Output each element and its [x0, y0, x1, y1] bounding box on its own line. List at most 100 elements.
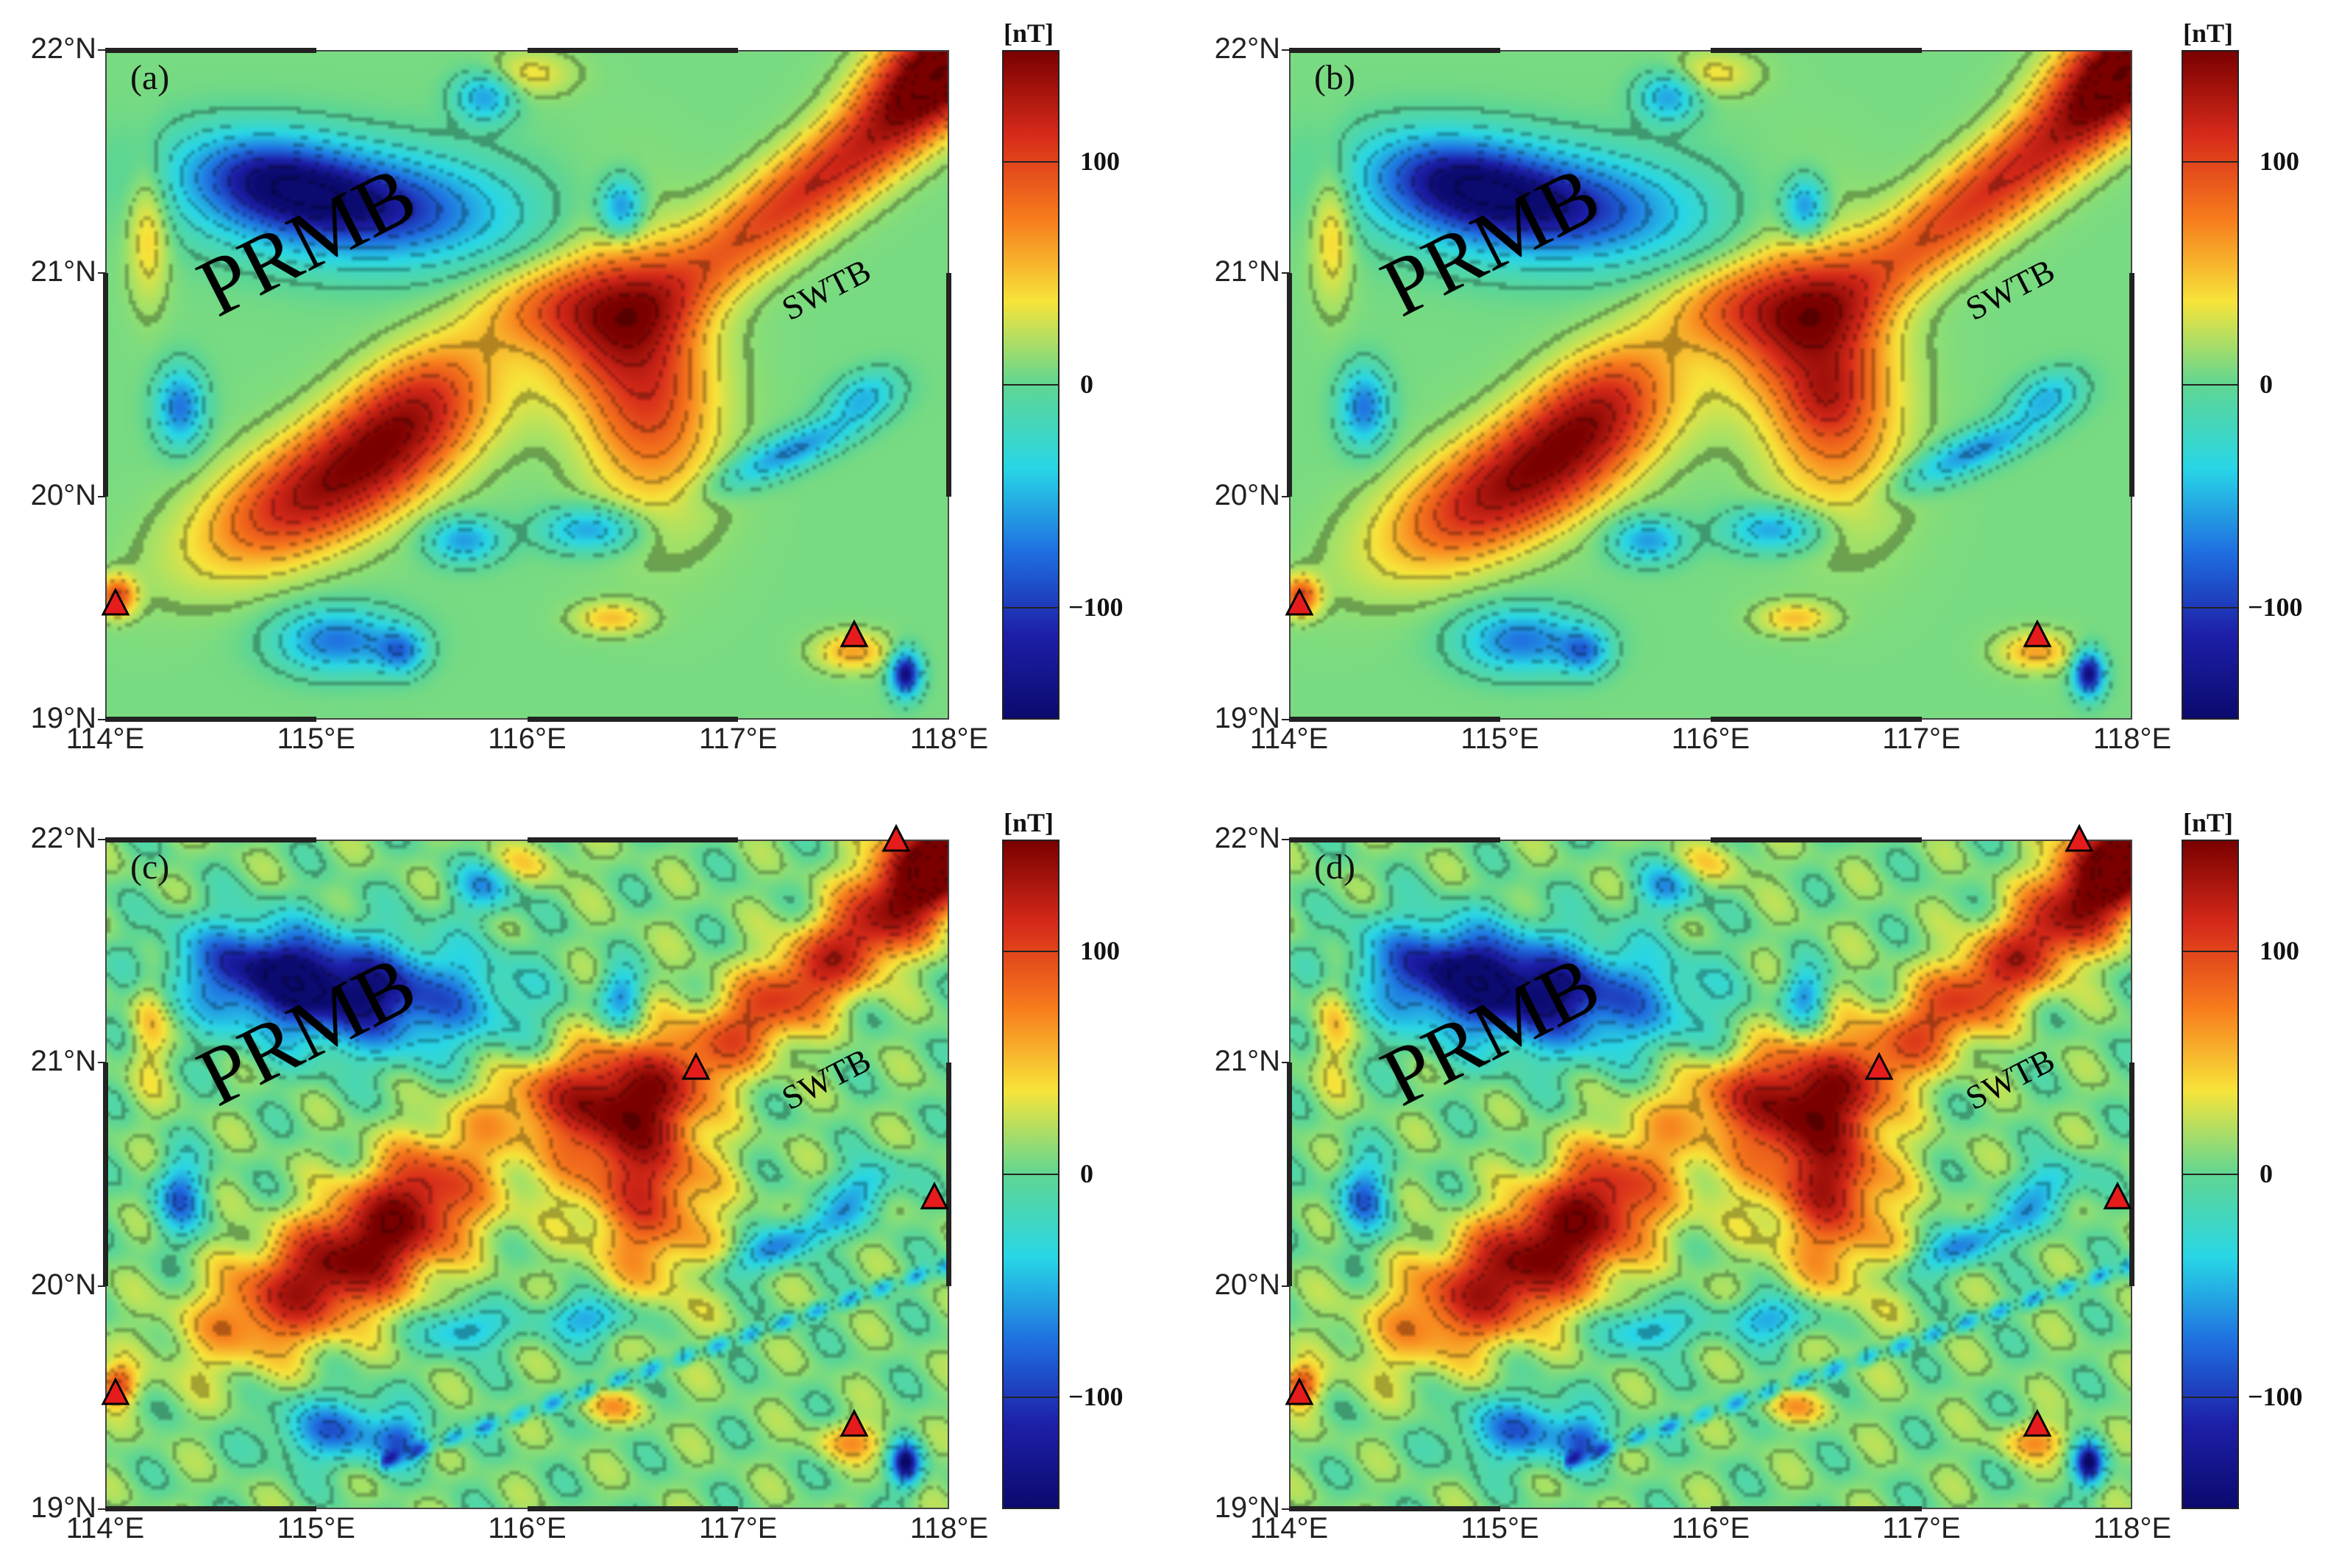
- colorbar-tick-label: 100: [1080, 146, 1120, 176]
- frame-segment: [2129, 1063, 2134, 1286]
- x-tick-label: 118°E: [2093, 723, 2172, 755]
- frame-segment: [1287, 273, 1292, 497]
- anomaly-field: [107, 841, 948, 1508]
- colorbar-tick-line: [2182, 1397, 2239, 1399]
- colorbar-tick-label: 0: [1080, 369, 1093, 399]
- y-tick-label: 22°N: [30, 822, 96, 854]
- y-tick-mark: [98, 1285, 105, 1287]
- frame-segment: [1289, 837, 1500, 842]
- y-tick-mark: [98, 1062, 105, 1064]
- anomaly-field: [1291, 841, 2131, 1508]
- frame-segment: [1711, 48, 1922, 53]
- y-tick-mark: [98, 495, 105, 497]
- x-tick-label: 115°E: [277, 723, 355, 755]
- y-tick-label: 21°N: [30, 255, 96, 288]
- x-tick-label: 114°E: [1249, 1512, 1329, 1544]
- colorbar-tick-line: [2182, 950, 2239, 952]
- frame-segment: [527, 717, 739, 722]
- y-tick-mark: [98, 719, 105, 720]
- colorbar-unit: [nT]: [1004, 18, 1054, 48]
- colorbar-tick-label: −100: [2248, 592, 2303, 622]
- colorbar-tick-line: [1002, 160, 1060, 163]
- colorbar-tick-label: 100: [2260, 146, 2299, 176]
- y-tick-label: 20°N: [30, 1268, 96, 1301]
- frame-segment: [105, 837, 316, 842]
- y-tick-mark: [1282, 1285, 1289, 1287]
- x-tick-label: 116°E: [1671, 1512, 1750, 1544]
- y-tick-label: 21°N: [1214, 1045, 1280, 1078]
- colorbar-unit: [nT]: [2183, 18, 2234, 48]
- y-tick-mark: [1282, 839, 1289, 840]
- frame-segment: [103, 273, 108, 497]
- y-tick-mark: [1282, 719, 1289, 720]
- colorbar-unit: [nT]: [1004, 808, 1054, 837]
- y-tick-mark: [1282, 49, 1289, 51]
- frame-segment: [946, 1063, 951, 1286]
- anomaly-map: [1289, 840, 2132, 1509]
- y-tick-mark: [1282, 1508, 1289, 1510]
- panel-label: (b): [1314, 58, 1355, 97]
- y-tick-label: 21°N: [1214, 255, 1280, 288]
- y-tick-mark: [98, 49, 105, 51]
- x-tick-label: 118°E: [909, 1512, 989, 1544]
- frame-segment: [1289, 717, 1500, 722]
- y-tick-label: 21°N: [30, 1045, 96, 1078]
- y-tick-label: 22°N: [1214, 32, 1280, 65]
- colorbar-tick-line: [2182, 384, 2239, 386]
- frame-segment: [1711, 1506, 1922, 1511]
- panel-label: (a): [130, 58, 170, 97]
- frame-segment: [1711, 837, 1922, 842]
- x-tick-label: 117°E: [699, 1512, 778, 1544]
- frame-segment: [1289, 48, 1500, 53]
- colorbar-tick-line: [1002, 384, 1060, 386]
- colorbar-tick-line: [2182, 160, 2239, 163]
- frame-segment: [1289, 1506, 1500, 1511]
- frame-segment: [105, 1506, 316, 1511]
- frame-segment: [527, 837, 739, 842]
- anomaly-map: [1289, 50, 2132, 720]
- colorbar-tick-label: 0: [1080, 1159, 1093, 1188]
- y-tick-label: 22°N: [30, 32, 96, 65]
- y-tick-mark: [1282, 272, 1289, 274]
- y-tick-mark: [1282, 495, 1289, 497]
- x-tick-label: 115°E: [1460, 1512, 1539, 1544]
- anomaly-map: [105, 840, 949, 1509]
- frame-segment: [1711, 717, 1922, 722]
- frame-segment: [105, 48, 316, 53]
- panel-label: (d): [1314, 848, 1355, 887]
- anomaly-field: [1291, 52, 2131, 718]
- x-tick-label: 117°E: [699, 723, 778, 755]
- x-tick-label: 114°E: [1249, 723, 1329, 755]
- frame-segment: [527, 1506, 739, 1511]
- anomaly-map: [105, 50, 949, 720]
- colorbar-tick-line: [1002, 607, 1060, 609]
- panel-label: (c): [130, 848, 170, 887]
- x-tick-label: 115°E: [277, 1512, 355, 1544]
- x-tick-label: 118°E: [909, 723, 989, 755]
- y-tick-label: 20°N: [1214, 478, 1280, 511]
- y-tick-label: 20°N: [1214, 1268, 1280, 1301]
- colorbar-tick-label: 0: [2260, 369, 2273, 399]
- x-tick-label: 114°E: [65, 723, 145, 755]
- x-tick-label: 116°E: [1671, 723, 1750, 755]
- colorbar-unit: [nT]: [2183, 808, 2234, 837]
- colorbar-tick-line: [1002, 1397, 1060, 1399]
- frame-segment: [527, 48, 739, 53]
- y-tick-label: 19°N: [30, 702, 96, 734]
- x-tick-label: 117°E: [1882, 1512, 1961, 1544]
- y-tick-mark: [98, 272, 105, 274]
- frame-segment: [103, 1063, 108, 1286]
- frame-segment: [105, 717, 316, 722]
- colorbar-tick-label: −100: [1068, 1382, 1124, 1412]
- colorbar-tick-label: 0: [2260, 1159, 2273, 1188]
- anomaly-field: [107, 52, 948, 718]
- frame-segment: [946, 273, 951, 497]
- y-tick-label: 22°N: [1214, 822, 1280, 854]
- y-tick-mark: [98, 839, 105, 840]
- y-tick-label: 20°N: [30, 478, 96, 511]
- x-tick-label: 118°E: [2093, 1512, 2172, 1544]
- colorbar-tick-label: −100: [1068, 592, 1124, 622]
- colorbar-tick-line: [2182, 607, 2239, 609]
- colorbar-tick-label: 100: [1080, 935, 1120, 965]
- colorbar-tick-line: [2182, 1174, 2239, 1175]
